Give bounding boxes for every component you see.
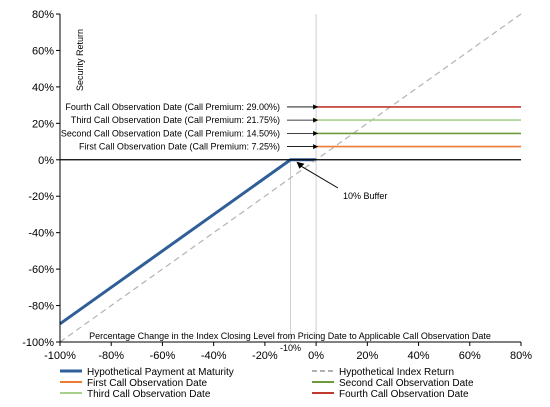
y-tick-label: 80%: [32, 9, 54, 21]
y-axis-label: Security Return: [75, 29, 85, 91]
axes: -100% -80% -60% -40% -20% 0% 20% 40% 60% 80% -100%…: [22, 9, 532, 362]
plot-lines: [59, 13, 522, 343]
y-tick-label: 20%: [32, 118, 54, 130]
x-axis-label: Percentage Change in the Index Closing L…: [89, 331, 491, 341]
legend-entry-1: Hypothetical Payment at Maturity: [87, 367, 234, 378]
x-tick-label: 60%: [459, 350, 481, 362]
call-annotation-3: Second Call Observation Date (Call Premi…: [61, 128, 280, 138]
x-tick-label: -100%: [44, 350, 76, 362]
x-tick-label: 80%: [510, 350, 532, 362]
y-tick-label: 60%: [32, 45, 54, 57]
call-annotation-1: Fourth Call Observation Date (Call Premi…: [65, 102, 280, 112]
buffer-label: 10% Buffer: [343, 191, 387, 201]
y-tick-label: 0%: [38, 155, 54, 167]
call-arrowhead-3: [313, 130, 319, 136]
call-annotation-2: Third Call Observation Date (Call Premiu…: [71, 115, 280, 125]
legend: Hypothetical Payment at Maturity Hypothet…: [60, 367, 474, 400]
series-line-1: [59, 158, 317, 326]
call-arrowhead-4: [313, 144, 319, 150]
x-tick-label: -80%: [98, 350, 124, 362]
x-tick-label: 20%: [356, 350, 378, 362]
series-line-2: [59, 13, 522, 343]
y-tick-label: -60%: [28, 264, 54, 276]
y-tick-label: -20%: [28, 191, 54, 203]
call-annotation-4: First Call Observation Date (Call Premiu…: [79, 142, 280, 152]
y-tick-label: -40%: [28, 228, 54, 240]
call-arrowhead-1: [313, 104, 319, 110]
legend-entry-6: Fourth Call Observation Date: [339, 389, 469, 400]
annotations: Fourth Call Observation Date (Call Premi…: [61, 102, 387, 201]
y-tick-label: 40%: [32, 82, 54, 94]
x-tick-label: -40%: [201, 350, 227, 362]
buffer-arrowhead: [296, 161, 305, 169]
buffer-arrow: [300, 165, 339, 189]
call-arrowhead-2: [313, 117, 319, 123]
y-tick-label: -100%: [22, 337, 54, 349]
x-tick-label: 40%: [408, 350, 430, 362]
legend-entry-5: Third Call Observation Date: [87, 389, 211, 400]
buffer-x-label: -10%: [280, 343, 301, 353]
x-tick-label: -20%: [252, 350, 278, 362]
legend-entry-3: First Call Observation Date: [87, 378, 207, 389]
x-tick-label: 0%: [308, 350, 324, 362]
x-tick-label: -60%: [150, 350, 176, 362]
y-tick-label: -80%: [28, 301, 54, 313]
legend-entry-2: Hypothetical Index Return: [339, 367, 454, 378]
legend-entry-4: Second Call Observation Date: [339, 378, 474, 389]
